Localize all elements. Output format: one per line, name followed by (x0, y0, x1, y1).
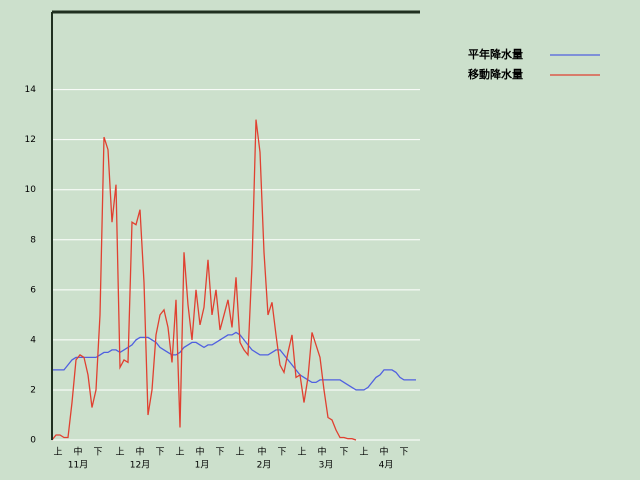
x-tick-label: 下 (399, 448, 408, 458)
x-month-label: 3月 (319, 460, 334, 471)
x-tick-label: 下 (277, 448, 286, 458)
y-tick-label: 8 (30, 235, 36, 245)
x-tick-label: 上 (235, 447, 244, 458)
x-tick-label: 中 (135, 446, 144, 458)
y-tick-label: 12 (25, 135, 36, 145)
x-tick-label: 中 (195, 446, 204, 458)
x-month-label: 11月 (68, 460, 88, 471)
x-tick-label: 中 (317, 446, 326, 458)
series-line (51, 119, 357, 441)
x-tick-label: 上 (115, 447, 124, 458)
x-tick-label: 下 (215, 448, 224, 458)
y-tick-label: 0 (30, 436, 36, 446)
x-tick-label: 下 (339, 448, 348, 458)
y-tick-label: 10 (25, 185, 37, 195)
x-tick-label: 中 (73, 446, 82, 458)
x-tick-label: 下 (155, 448, 164, 458)
y-tick-label: 6 (30, 285, 36, 295)
x-month-label: 4月 (379, 460, 394, 471)
x-month-label: 12月 (130, 460, 150, 471)
x-tick-label: 中 (379, 446, 388, 458)
x-tick-label: 上 (53, 447, 62, 458)
y-tick-label: 2 (30, 385, 36, 395)
y-tick-label: 14 (25, 85, 37, 95)
x-tick-label: 下 (93, 448, 102, 458)
x-tick-label: 上 (297, 447, 306, 458)
x-month-label: 2月 (257, 460, 272, 471)
y-tick-label: 4 (30, 335, 36, 345)
x-tick-label: 中 (257, 446, 266, 458)
legend-label: 移動降水量 (468, 67, 523, 81)
legend-label: 平年降水量 (468, 47, 523, 61)
x-tick-label: 上 (359, 447, 368, 458)
series-line (52, 331, 416, 391)
x-month-label: 1月 (195, 460, 210, 471)
x-tick-label: 上 (175, 447, 184, 458)
